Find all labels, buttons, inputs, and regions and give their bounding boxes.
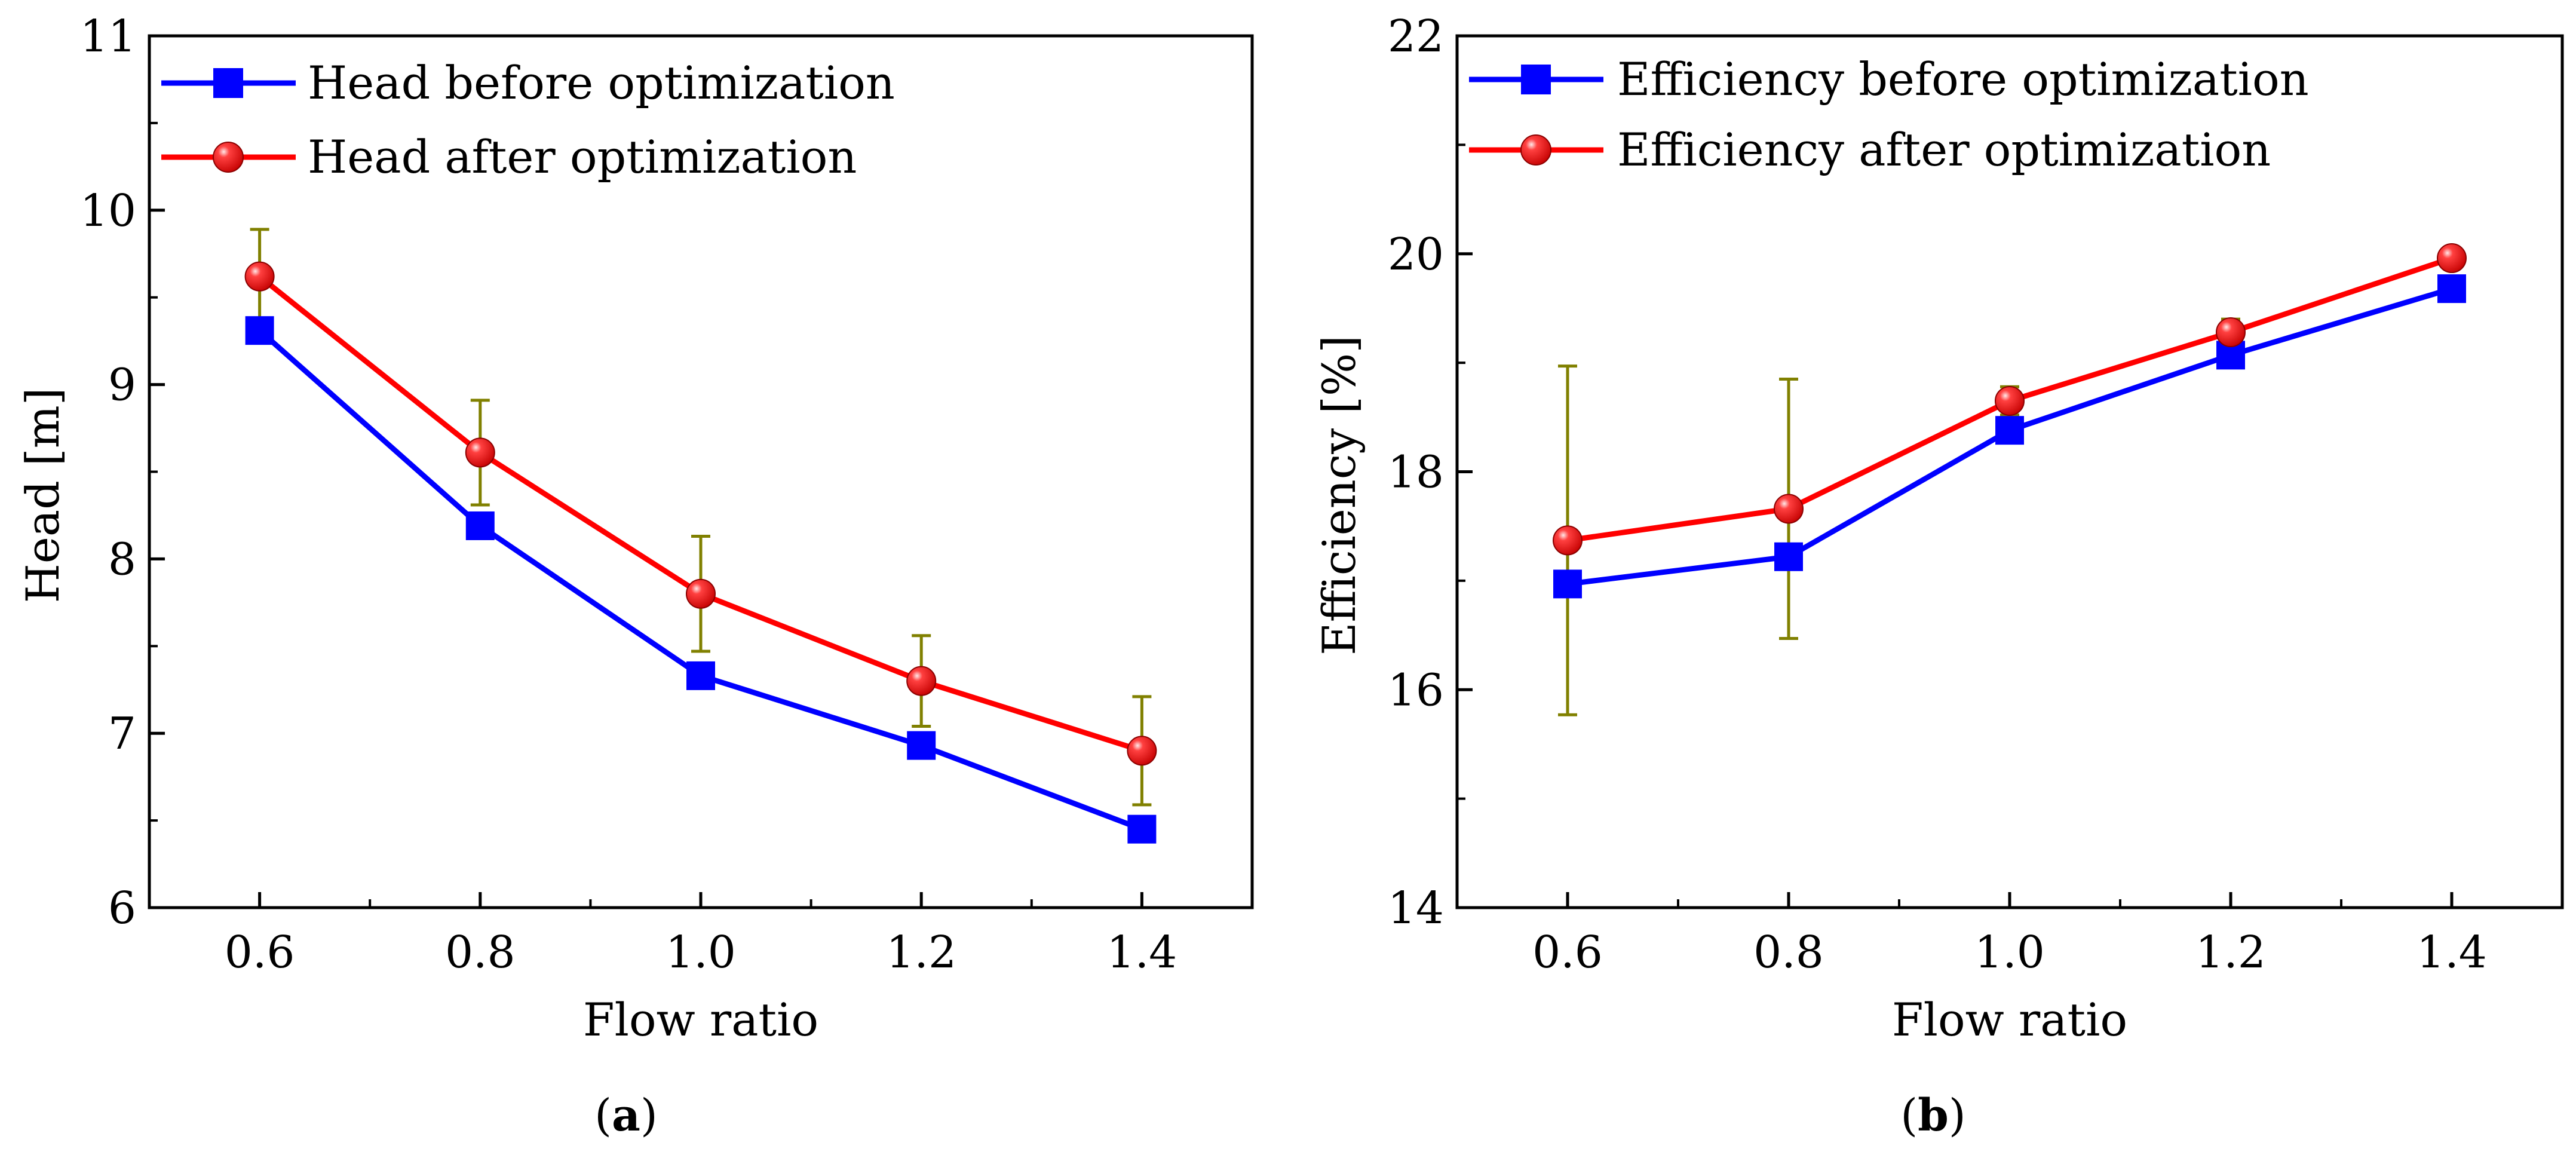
legend-square-marker-a xyxy=(213,68,243,98)
square-marker-a xyxy=(465,511,495,540)
x-tick-label-a: 0.8 xyxy=(445,927,516,978)
panel-caption-letter-a: a xyxy=(612,1090,640,1141)
x-tick-label-a: 1.2 xyxy=(886,927,956,978)
chart-panel-b: 0.6 0.8 1.0 1.2 1.4 14 16 18 20 22 Efficiency bef… xyxy=(1312,11,2564,1141)
y-tick-label-a: 6 xyxy=(108,883,136,934)
square-marker-b xyxy=(1774,542,1803,571)
legend-circle-marker-a xyxy=(213,142,244,173)
legend-a: Head before optimization Head after opti… xyxy=(161,56,895,183)
plot-area-b: 0.6 0.8 1.0 1.2 1.4 14 16 18 20 22 xyxy=(1388,11,2564,978)
circle-marker-a xyxy=(686,578,716,609)
legend-b: Efficiency before optimization Efficienc… xyxy=(1469,53,2309,176)
y-tick-label-b: 20 xyxy=(1388,229,1444,280)
circle-marker-a xyxy=(906,666,937,696)
legend-circle-marker-b xyxy=(1520,134,1551,166)
circle-marker-b xyxy=(2216,317,2246,348)
legend-label-after-b: Efficiency after optimization xyxy=(1617,123,2271,176)
y-tick-label-a: 10 xyxy=(80,185,136,237)
x-tick-label-a: 0.6 xyxy=(225,927,295,978)
y-tick-label-b: 16 xyxy=(1388,664,1444,716)
panel-caption-b: (b) xyxy=(1900,1090,1966,1141)
circle-marker-a xyxy=(244,261,275,292)
square-marker-a xyxy=(245,316,274,345)
x-tick-label-a: 1.4 xyxy=(1107,927,1177,978)
square-marker-b xyxy=(1553,569,1582,599)
panel-caption-letter-b: b xyxy=(1918,1090,1949,1141)
y-axis-title-b: Efficiency [%] xyxy=(1312,335,1366,655)
y-tick-label-a: 9 xyxy=(108,360,136,411)
legend-label-after-a: Head after optimization xyxy=(308,130,857,183)
plot-area-a: 0.6 0.8 1.0 1.2 1.4 6 7 8 9 10 11 xyxy=(80,11,1254,978)
chart-panel-a: 0.6 0.8 1.0 1.2 1.4 6 7 8 9 10 11 Head before opti… xyxy=(16,11,1254,1141)
x-tick-label-b: 0.6 xyxy=(1532,927,1603,978)
x-tick-label-b: 1.0 xyxy=(1974,927,2045,978)
circle-marker-a xyxy=(1127,736,1157,766)
circle-marker-a xyxy=(465,437,495,468)
circle-marker-b xyxy=(1995,385,2025,416)
square-marker-b xyxy=(1995,416,2024,445)
x-tick-label-b: 1.2 xyxy=(2195,927,2266,978)
square-marker-a xyxy=(1127,814,1157,844)
x-axis-title-b: Flow ratio xyxy=(1892,993,2127,1046)
y-tick-label-b: 14 xyxy=(1388,883,1444,934)
y-axis-title-a: Head [m] xyxy=(16,388,69,603)
square-marker-a xyxy=(686,661,715,690)
y-tick-label-a: 7 xyxy=(108,708,136,759)
circle-marker-b xyxy=(1553,525,1583,556)
y-tick-label-a: 11 xyxy=(80,11,136,62)
x-axis-title-a: Flow ratio xyxy=(583,993,818,1046)
x-tick-label-b: 1.4 xyxy=(2416,927,2487,978)
x-tick-label-a: 1.0 xyxy=(666,927,736,978)
legend-label-before-b: Efficiency before optimization xyxy=(1617,53,2309,106)
square-marker-b xyxy=(2437,274,2466,304)
circle-marker-b xyxy=(2437,243,2467,274)
y-tick-label-b: 18 xyxy=(1388,447,1444,498)
circle-marker-b xyxy=(1774,494,1804,524)
x-tick-label-b: 0.8 xyxy=(1753,927,1824,978)
square-marker-a xyxy=(907,731,936,760)
y-tick-label-b: 22 xyxy=(1388,11,1444,62)
legend-square-marker-b xyxy=(1521,65,1551,94)
y-tick-label-a: 8 xyxy=(108,534,136,585)
panel-caption-a: (a) xyxy=(594,1090,658,1141)
legend-label-before-a: Head before optimization xyxy=(308,56,895,109)
